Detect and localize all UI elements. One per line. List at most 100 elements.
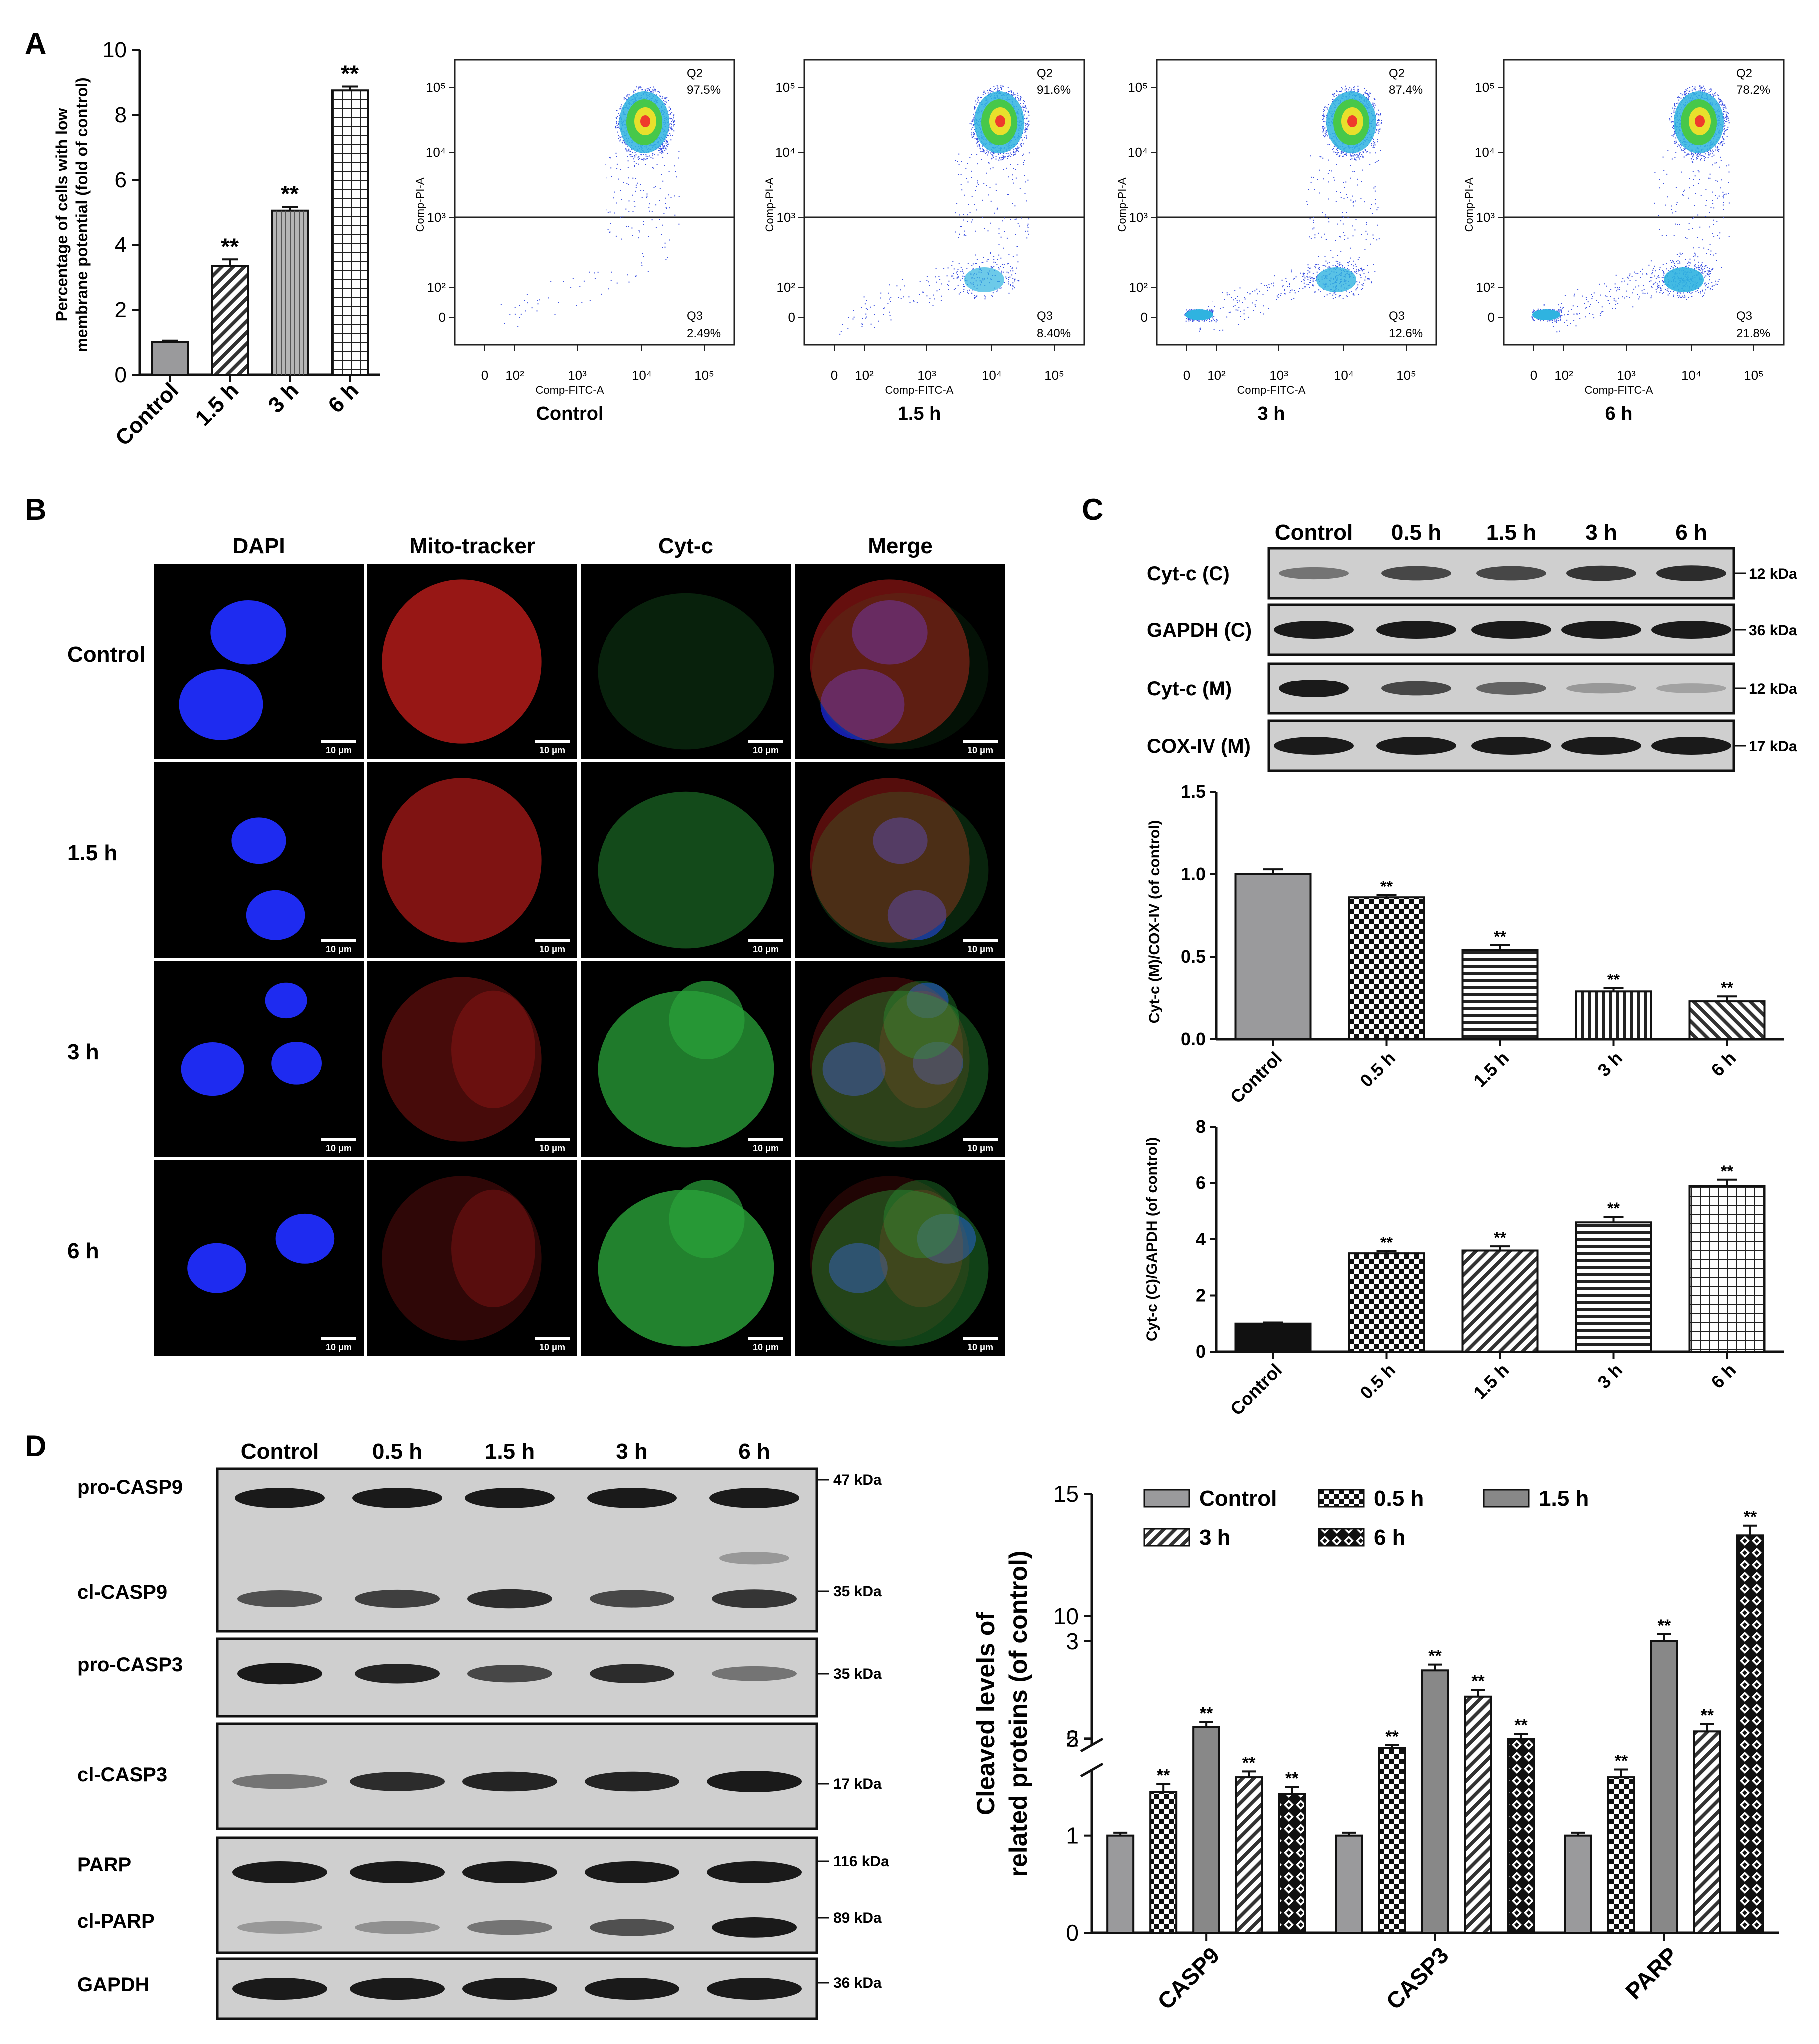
d-ylabel-line2: related proteins (of control)	[1004, 1551, 1032, 1877]
b-scale-bar	[748, 740, 783, 743]
panel-c-chart-mito: Cyt-c (M)/COX-IV (of control) 0.0 0.5 1.0 1…	[1146, 781, 1784, 1107]
flow-xtick-label: 10⁵	[694, 368, 714, 383]
b-image-dapi: 10 μm	[154, 564, 364, 759]
d-ytick-label: 5	[1066, 1726, 1079, 1752]
flow-ytick-label: 0	[439, 310, 446, 325]
d-legend-swatch	[1318, 1489, 1365, 1508]
c2-ytick-label: 4	[1196, 1229, 1206, 1249]
b-mito-signal	[382, 579, 542, 744]
b-cytc-signal	[883, 1180, 959, 1259]
panel-c-chart-cyto: Cyt-c (C)/GAPDH (of control) 0 2 4 6 8 Contro…	[1144, 1116, 1784, 1419]
c1-sig-label: **	[1494, 928, 1506, 946]
a-category-label: 6 h	[323, 378, 363, 418]
c2-category-label: 1.5 h	[1469, 1360, 1513, 1403]
b-scale-bar-label: 10 μm	[967, 944, 993, 954]
flow-plot-0: Q2 97.5% Q3 2.49% 10⁵ 10⁴ 10³ 10² 0 Comp-PI-A 0 10²…	[414, 59, 735, 424]
c2-bar	[1461, 1249, 1539, 1353]
c2-ytick-label: 2	[1196, 1285, 1206, 1306]
flow-ytick-label: 10⁵	[1475, 80, 1495, 95]
c-blot-row-label: COX-IV (M)	[1147, 735, 1251, 757]
d-sig-label: **	[1428, 1647, 1442, 1666]
b-cytc-signal	[812, 990, 989, 1148]
flow-q3-label: Q3	[1389, 309, 1405, 323]
blot-band	[467, 1920, 552, 1935]
a-bar	[211, 265, 249, 376]
b-mito-signal	[879, 990, 963, 1108]
c2-category-label: 0.5 h	[1356, 1360, 1399, 1403]
c1-sig-label: **	[1721, 979, 1733, 997]
flow-density-debris	[1185, 309, 1213, 320]
flow-xtick-label: 10²	[1554, 368, 1573, 383]
panel-a-flow-plots: Q2 97.5% Q3 2.49% 10⁵ 10⁴ 10³ 10² 0 Comp-PI-A 0 10²…	[414, 59, 1785, 424]
flow-plot-title: Control	[536, 403, 603, 424]
d-bar	[1607, 1776, 1635, 1934]
blot-band	[712, 1917, 797, 1938]
b-image-merge: 10 μm	[795, 961, 1005, 1157]
b-image-background	[581, 564, 791, 759]
flow-y-axis-label: Comp-PI-A	[414, 177, 426, 232]
a-ytick-label: 8	[115, 103, 127, 127]
d-bar	[1149, 1791, 1178, 1934]
b-image-merge: 10 μm	[795, 1160, 1005, 1356]
d-blot-strip	[216, 1722, 818, 1830]
blot-band	[467, 1589, 552, 1609]
c2-category-label: 3 h	[1593, 1360, 1626, 1393]
b-mito-signal	[382, 977, 542, 1142]
c1-bar	[1461, 949, 1539, 1041]
b-nucleus	[231, 817, 286, 864]
b-nucleus	[181, 1042, 244, 1096]
b-image-dapi: 10 μm	[154, 961, 364, 1157]
c-blot-row-label: Cyt-c (M)	[1147, 678, 1232, 700]
blot-band	[1476, 566, 1546, 581]
d-blot-strip	[216, 1957, 818, 2020]
b-mito-signal	[810, 778, 970, 943]
b-nucleus	[271, 1042, 322, 1085]
blot-band	[712, 1589, 797, 1608]
c2-sig-label: **	[1380, 1234, 1393, 1252]
blot-band	[1274, 621, 1354, 639]
b-scale-bar-label: 10 μm	[539, 944, 565, 954]
c-blot-row-label: GAPDH (C)	[1147, 619, 1252, 641]
flow-ytick-label: 10³	[776, 210, 795, 225]
panel-label-d: D	[25, 1429, 46, 1463]
b-image-cytc: 10 μm	[581, 762, 791, 958]
b-image-mitotracker: 10 μm	[367, 961, 577, 1157]
b-image-cytc: 10 μm	[581, 961, 791, 1157]
panel-c-western-blot: Control 0.5 h 1.5 h 3 h 6 h Cyt-c (C) 12 kDa GA…	[1147, 520, 1797, 772]
d-axis-break-mark	[1080, 1737, 1104, 1753]
d-bar	[1106, 1834, 1135, 1934]
b-cytc-signal	[812, 791, 989, 949]
b-image-background	[154, 1160, 364, 1356]
b-scale-bar-label: 10 μm	[326, 745, 352, 755]
flow-plot-title: 6 h	[1605, 403, 1633, 424]
c-kda-label: 12 kDa	[1749, 566, 1797, 582]
b-image-mitotracker: 10 μm	[367, 762, 577, 958]
panel-b-microscopy: DAPI Mito-tracker Cyt-c Merge Control 10 μm 10…	[67, 534, 1005, 1356]
panel-label-c: C	[1082, 493, 1103, 526]
d-kda-label: 89 kDa	[833, 1910, 882, 1926]
flow-ytick-label: 10²	[1129, 280, 1148, 295]
b-cytc-signal	[883, 981, 959, 1059]
b-nucleus	[210, 600, 286, 665]
d-bar	[1650, 1640, 1678, 1934]
b-mito-signal	[810, 579, 970, 744]
flow-q3-value: 8.40%	[1037, 327, 1071, 340]
flow-y-axis-label: Comp-PI-A	[763, 177, 776, 232]
c1-ytick-label: 1.0	[1181, 864, 1206, 884]
b-nucleus	[820, 669, 905, 740]
flow-ytick-label: 10⁴	[775, 145, 795, 160]
b-cytc-signal	[598, 791, 774, 949]
c2-category-label: 6 h	[1707, 1360, 1740, 1393]
blot-band	[1381, 681, 1451, 696]
blot-band	[235, 1488, 325, 1508]
flow-xtick-label: 10²	[505, 368, 524, 383]
b-image-background	[367, 1160, 577, 1356]
flow-xtick-label: 10⁵	[1744, 368, 1764, 383]
d-kda-label: 36 kDa	[833, 1975, 882, 1991]
b-scale-bar	[321, 939, 356, 942]
b-column-header: DAPI	[232, 534, 285, 558]
blot-band	[709, 1488, 799, 1508]
b-scale-bar-label: 10 μm	[967, 745, 993, 755]
blot-band	[465, 1488, 555, 1508]
